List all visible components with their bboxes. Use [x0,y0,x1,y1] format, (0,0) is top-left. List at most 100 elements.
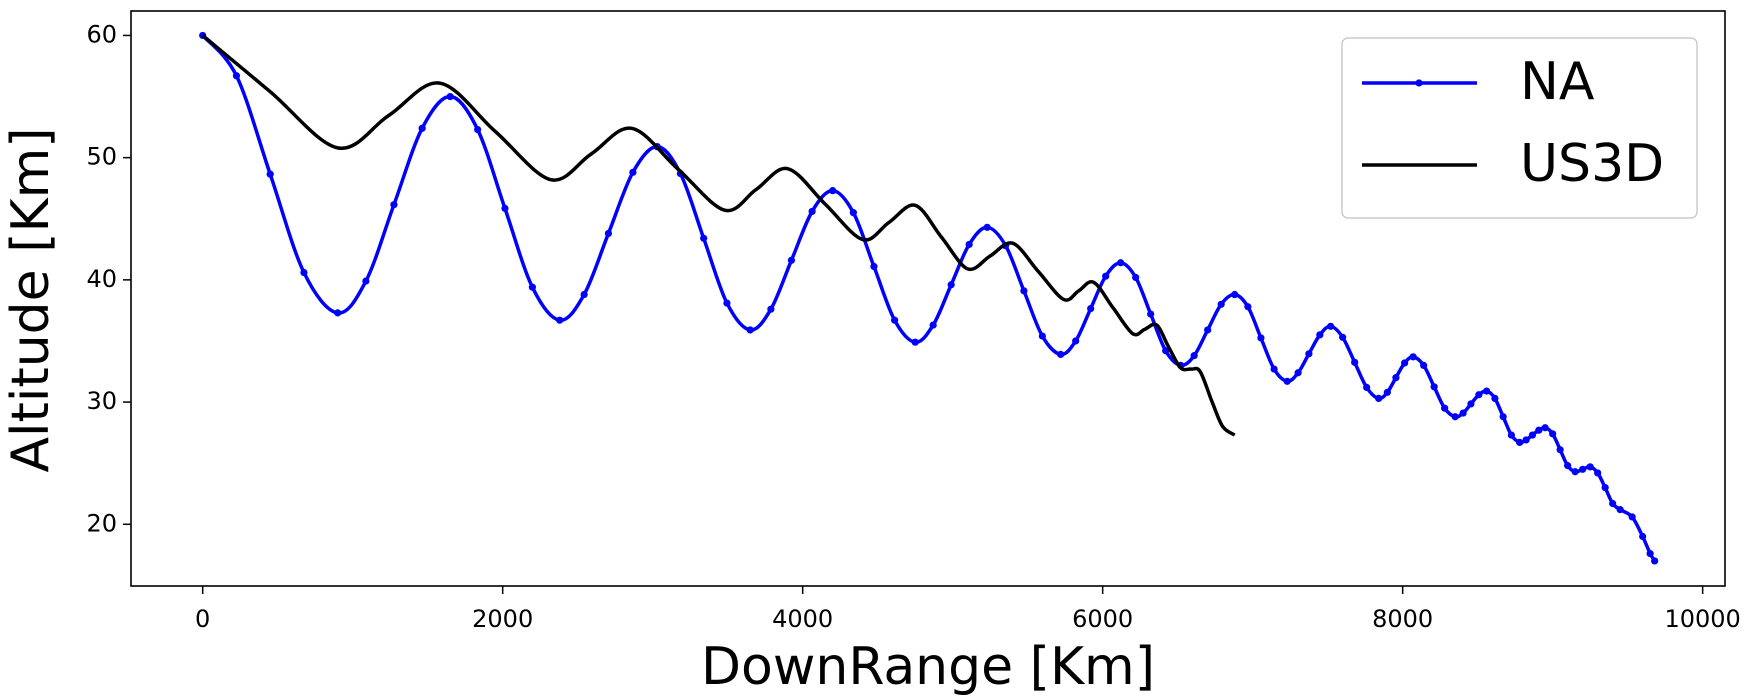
data-point [1327,322,1335,330]
data-point [1541,424,1549,432]
data-point [1556,446,1564,454]
y-axis-label: Altitude [Km] [1,127,61,472]
data-point [1499,413,1507,421]
data-point [891,316,899,324]
data-point [787,256,796,264]
x-tick-label: 8000 [1372,605,1433,633]
line-series [201,34,1236,437]
data-point [1441,404,1449,412]
data-point [1586,463,1594,471]
y-tick-label: 50 [86,143,117,171]
data-point [929,321,937,329]
x-axis-label: DownRange [Km] [701,637,1155,697]
data-point [1305,350,1313,358]
data-point [1467,400,1475,408]
data-point [723,299,731,307]
data-point [808,207,816,216]
data-point [1601,484,1609,492]
data-point [1087,304,1095,313]
data-point [629,168,637,176]
data-point [1651,557,1659,565]
data-point [362,277,370,285]
data-point [911,338,919,346]
data-point [604,229,613,238]
data-point [983,223,991,231]
data-point [1535,426,1543,434]
data-point [556,316,564,324]
data-point [1507,431,1516,439]
data-point [1020,287,1028,295]
legend-label: US3D [1520,134,1664,194]
data-point [1475,391,1483,399]
data-point [266,170,274,178]
data-point [746,326,754,334]
data-point [418,124,426,132]
data-point [947,281,955,289]
data-point [528,283,536,291]
data-point [1564,462,1572,470]
data-point [1549,430,1557,438]
data-point [1639,532,1647,541]
data-point [870,262,878,271]
data-point [849,209,857,217]
data-point [1430,383,1438,391]
x-tick-label: 0 [195,605,210,633]
data-point [1102,272,1110,280]
data-point [965,240,973,249]
data-point [1459,409,1467,417]
legend-label: NA [1520,52,1595,112]
data-point [1217,300,1225,308]
data-point [501,204,509,212]
data-point [1522,436,1530,444]
data-point [1646,550,1654,558]
data-point [1204,326,1212,334]
y-tick-label: 30 [86,387,117,415]
data-point [1594,469,1602,477]
data-point [1571,468,1579,476]
y-tick-label: 60 [86,20,117,48]
data-point [1283,377,1291,385]
data-point [1244,303,1252,311]
data-point [1392,374,1400,382]
data-point [1072,337,1080,345]
data-point [1162,347,1170,355]
data-point [1057,350,1065,359]
data-point [1528,431,1537,439]
data-point [1451,413,1459,421]
data-point [1516,438,1524,447]
x-tick-label: 2000 [472,605,533,633]
data-point [300,268,308,277]
data-point [1316,331,1324,339]
data-point [767,305,775,313]
data-point [1190,352,1198,360]
data-point [1257,334,1265,342]
data-point [1117,259,1125,267]
data-point [1038,332,1046,340]
data-point [1401,359,1409,367]
data-point [1351,358,1359,366]
data-point [1420,361,1428,370]
data-point [446,92,454,101]
data-point [1375,394,1383,403]
data-point [1616,506,1624,514]
data-point [474,125,482,134]
data-point [1609,499,1617,508]
data-point [1363,383,1371,392]
data-point [390,201,398,209]
data-point [1383,388,1391,396]
plot-frame [130,10,1726,587]
data-point [1231,290,1239,299]
data-point [1491,394,1499,403]
data-point [1147,310,1155,318]
data-point [1270,365,1278,373]
x-tick-label: 4000 [772,605,833,633]
data-point [700,234,708,242]
y-tick-label: 40 [86,265,117,293]
data-point [334,309,342,317]
data-point [1628,513,1636,521]
data-point [232,72,241,80]
data-point [580,290,588,299]
x-tick-label: 6000 [1072,605,1133,633]
x-tick-label: 10000 [1664,605,1740,633]
